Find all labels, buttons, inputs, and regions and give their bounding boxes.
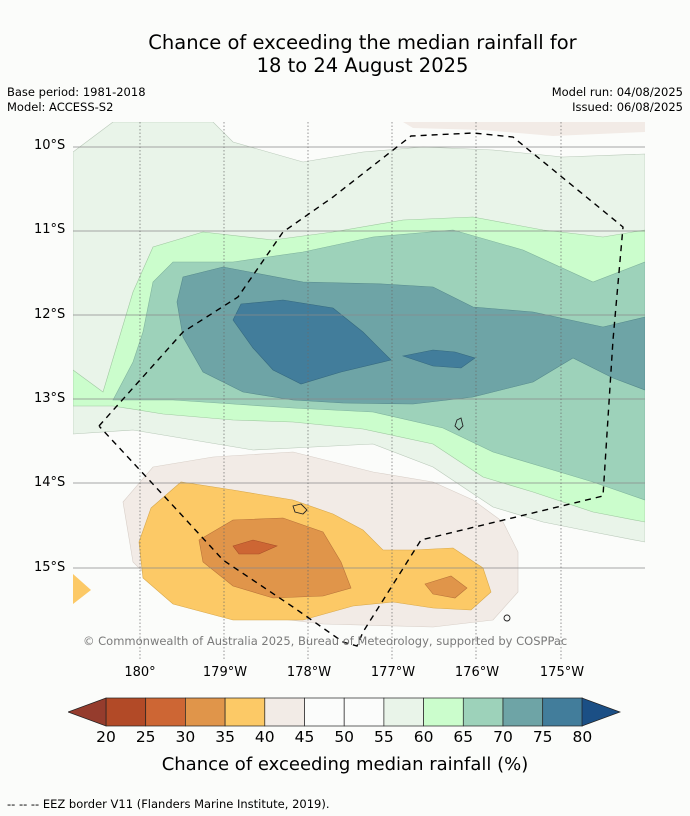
contour-40-45-southwest (73, 574, 91, 604)
colorbar-segment (145, 697, 186, 727)
lat-label-13s: 13°S (34, 391, 66, 406)
colorbar-segment (502, 697, 544, 727)
model-run: Model run: 04/08/2025 (551, 85, 683, 99)
lon-label-180: 180° (124, 665, 156, 680)
meridians (139, 122, 562, 660)
colorbar-tick-label: 40 (254, 728, 275, 746)
colorbar-segments (105, 697, 583, 727)
colorbar-tick-label: 20 (96, 728, 116, 746)
meta-left: Base period: 1981-2018 Model: ACCESS-S2 (7, 85, 146, 115)
model-name: Model: ACCESS-S2 (7, 100, 114, 114)
island-outline-tiny (503, 614, 511, 622)
graticule (73, 146, 645, 569)
island-outline-small (454, 417, 464, 431)
lon-label-177w: 177°W (370, 665, 416, 680)
map-canvas (73, 122, 645, 660)
colorbar-segment (264, 697, 305, 727)
contour-25-30 (232, 539, 278, 555)
colorbar-segment (185, 697, 226, 727)
colorbar-tick-label: 70 (493, 728, 513, 746)
contour-40-45-top (403, 122, 645, 136)
eez-legend-note: -- -- -- EEZ border V11 (Flanders Marine… (7, 797, 330, 811)
colorbar-segment (423, 697, 464, 727)
colorbar-segment (224, 697, 266, 727)
colorbar-segment (462, 697, 504, 727)
colorbar-tick-label: 35 (215, 728, 235, 746)
title-line-2: 18 to 24 August 2025 (256, 54, 469, 77)
colorbar-under-arrow (66, 697, 107, 727)
colorbar-segment (105, 697, 147, 727)
lat-label-15s: 15°S (34, 560, 66, 575)
meta-right: Model run: 04/08/2025 Issued: 06/08/2025 (552, 85, 683, 115)
island-outline (292, 503, 308, 515)
colorbar-tick-label: 65 (453, 728, 474, 746)
lon-label-178w: 178°W (286, 665, 332, 680)
lon-label-179w: 179°W (202, 665, 248, 680)
colorbar-over-arrow (581, 697, 622, 727)
colorbar-tick-label: 30 (175, 728, 196, 746)
colorbar-tick-label: 60 (413, 728, 434, 746)
contour-75-80-east (401, 349, 476, 369)
colorbar (66, 697, 624, 733)
base-period: Base period: 1981-2018 (7, 85, 146, 99)
lat-label-12s: 12°S (34, 307, 66, 322)
eez-border (98, 132, 624, 647)
colorbar-tick-label: 75 (532, 728, 553, 746)
colorbar-tick-label: 55 (374, 728, 394, 746)
colorbar-segment (542, 697, 583, 727)
lon-label-176w: 176°W (454, 665, 500, 680)
colorbar-tick-label: 25 (135, 728, 156, 746)
map-title: Chance of exceeding the median rainfall … (0, 31, 690, 77)
colorbar-segment (343, 697, 385, 727)
lon-label-175w: 175°W (539, 665, 585, 680)
title-line-1: Chance of exceeding the median rainfall … (148, 31, 577, 54)
contour-75-80-west (232, 299, 392, 385)
forecast-map (73, 122, 645, 660)
colorbar-svg (66, 697, 622, 727)
colorbar-tick-label: 45 (294, 728, 315, 746)
colorbar-tick-label: 50 (334, 728, 355, 746)
lat-label-14s: 14°S (34, 475, 66, 490)
issued-date: Issued: 06/08/2025 (572, 100, 683, 114)
lat-label-11s: 11°S (34, 222, 66, 237)
colorbar-label: Chance of exceeding median rainfall (%) (161, 754, 529, 775)
colorbar-segment (383, 697, 424, 727)
colorbar-tick-label: 80 (572, 728, 593, 746)
colorbar-segment (304, 697, 345, 727)
lat-label-10s: 10°S (34, 138, 66, 153)
map-credit: © Commonwealth of Australia 2025, Bureau… (83, 634, 568, 648)
contour-30-35-east (424, 575, 468, 599)
contour-30-35 (198, 517, 352, 599)
